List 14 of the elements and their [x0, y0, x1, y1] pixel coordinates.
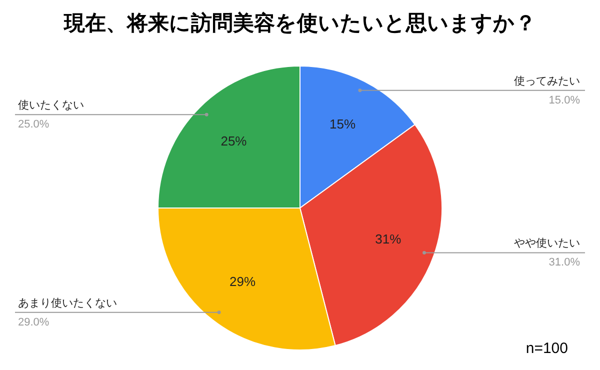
text: 29.0% [18, 316, 50, 328]
slice-label: 使いたくない [18, 100, 84, 112]
data-label: 29% [230, 274, 256, 290]
data-label: 15% [330, 116, 356, 132]
data-label: 31% [375, 232, 402, 247]
slice-label: あまり使いたくない [18, 297, 117, 310]
chart-title: 現在、将来に訪問美容を使いたいと思いますか？ [63, 11, 536, 35]
data-label: 25% [220, 134, 248, 149]
text: 31.0% [548, 256, 580, 269]
slice-label: 使ってみたい [514, 75, 580, 88]
text: 25.0% [18, 118, 50, 131]
slice-label: やや使いたい [514, 238, 580, 250]
text: n=100 [526, 340, 568, 357]
text: 15.0% [548, 94, 580, 106]
